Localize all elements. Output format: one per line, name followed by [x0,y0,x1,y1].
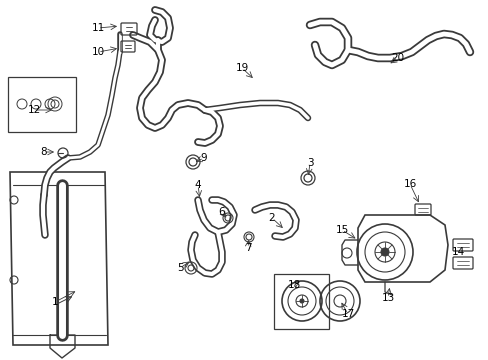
Text: 11: 11 [91,23,104,33]
Text: 20: 20 [390,53,404,63]
Bar [8,77,76,132]
Text: 10: 10 [91,47,104,57]
Circle shape [380,248,388,256]
Bar [273,274,328,329]
Circle shape [299,299,304,303]
Text: 12: 12 [27,105,41,115]
Text: 3: 3 [306,158,313,168]
Text: 5: 5 [176,263,183,273]
Text: 17: 17 [341,309,354,319]
Text: 9: 9 [200,153,207,163]
Text: 8: 8 [41,147,47,157]
Text: 15: 15 [335,225,348,235]
Text: 14: 14 [450,247,464,257]
Text: 2: 2 [268,213,275,223]
Text: 4: 4 [194,180,201,190]
Text: 18: 18 [287,280,300,290]
Text: 13: 13 [381,293,394,303]
Text: 16: 16 [403,179,416,189]
Text: 19: 19 [235,63,248,73]
Text: 6: 6 [218,207,225,217]
Text: 7: 7 [244,243,251,253]
Text: 1: 1 [52,297,58,307]
